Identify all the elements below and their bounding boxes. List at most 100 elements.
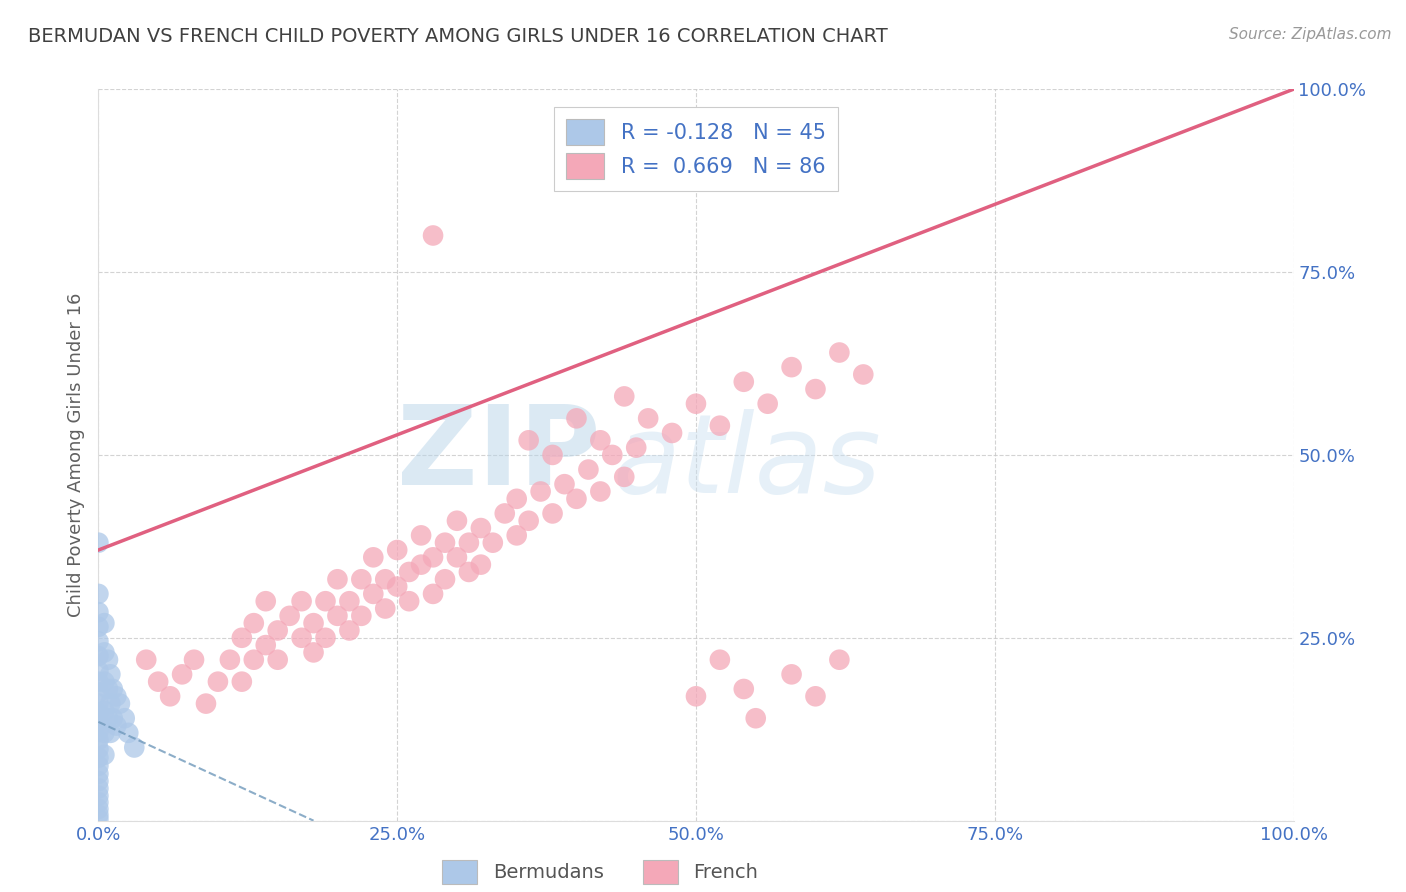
Point	[87, 781, 110, 796]
Point	[804, 690, 827, 704]
Point	[494, 507, 516, 521]
Point	[422, 550, 444, 565]
Point	[87, 697, 110, 711]
Text: ZIP: ZIP	[396, 401, 600, 508]
Point	[302, 616, 325, 631]
Point	[105, 690, 128, 704]
Point	[374, 601, 396, 615]
Point	[93, 645, 115, 659]
Point	[458, 535, 481, 549]
Point	[411, 528, 433, 542]
Y-axis label: Child Poverty Among Girls Under 16: Child Poverty Among Girls Under 16	[66, 293, 84, 617]
Point	[350, 608, 373, 623]
Point	[363, 587, 385, 601]
Point	[219, 653, 242, 667]
Point	[148, 674, 170, 689]
Point	[231, 631, 253, 645]
Point	[302, 645, 325, 659]
Point	[98, 726, 122, 740]
Point	[98, 667, 122, 681]
Point	[87, 649, 110, 664]
Point	[541, 448, 564, 462]
Point	[385, 543, 409, 558]
Point	[87, 674, 110, 689]
Point	[350, 572, 373, 586]
Point	[422, 228, 444, 243]
Point	[337, 594, 360, 608]
Point	[101, 711, 124, 725]
Point	[93, 726, 115, 740]
Point	[385, 580, 409, 594]
Point	[613, 470, 636, 484]
Point	[93, 704, 115, 718]
Point	[433, 535, 456, 549]
Text: atlas: atlas	[612, 409, 882, 516]
Point	[105, 718, 128, 732]
Point	[709, 418, 731, 433]
Point	[589, 434, 612, 448]
Point	[93, 616, 115, 631]
Point	[852, 368, 875, 382]
Point	[87, 789, 110, 803]
Point	[315, 594, 337, 608]
Point	[231, 674, 253, 689]
Point	[733, 375, 755, 389]
Point	[411, 558, 433, 572]
Point	[194, 697, 217, 711]
Point	[745, 711, 768, 725]
Point	[363, 550, 385, 565]
Point	[267, 624, 290, 638]
Point	[337, 624, 360, 638]
Point	[98, 697, 122, 711]
Point	[470, 521, 492, 535]
Point	[565, 411, 588, 425]
Point	[780, 667, 803, 681]
Point	[87, 664, 110, 678]
Point	[661, 425, 683, 440]
Point	[613, 389, 636, 403]
Point	[554, 477, 576, 491]
Point	[481, 535, 505, 549]
Point	[87, 733, 110, 747]
Point	[87, 535, 110, 549]
Point	[254, 594, 277, 608]
Point	[278, 608, 301, 623]
Point	[290, 631, 312, 645]
Point	[446, 514, 468, 528]
Point	[87, 686, 110, 700]
Point	[326, 608, 349, 623]
Point	[243, 616, 266, 631]
Point	[87, 750, 110, 764]
Point	[87, 706, 110, 720]
Point	[576, 462, 599, 476]
Point	[804, 382, 827, 396]
Point	[87, 605, 110, 619]
Point	[87, 620, 110, 634]
Point	[87, 802, 110, 816]
Point	[254, 638, 277, 652]
Point	[458, 565, 481, 579]
Point	[243, 653, 266, 667]
Point	[422, 587, 444, 601]
Point	[93, 674, 115, 689]
Point	[600, 448, 623, 462]
Point	[159, 690, 181, 704]
Point	[529, 484, 551, 499]
Point	[709, 653, 731, 667]
Point	[87, 807, 110, 822]
Point	[267, 653, 290, 667]
Point	[756, 397, 779, 411]
Point	[97, 653, 120, 667]
Point	[326, 572, 349, 586]
Point	[172, 667, 194, 681]
Point	[117, 726, 139, 740]
Point	[114, 711, 136, 725]
Point	[87, 812, 110, 826]
Point	[433, 572, 456, 586]
Point	[828, 653, 851, 667]
Point	[541, 507, 564, 521]
Point	[87, 742, 110, 756]
Point	[589, 484, 612, 499]
Point	[685, 397, 707, 411]
Point	[828, 345, 851, 359]
